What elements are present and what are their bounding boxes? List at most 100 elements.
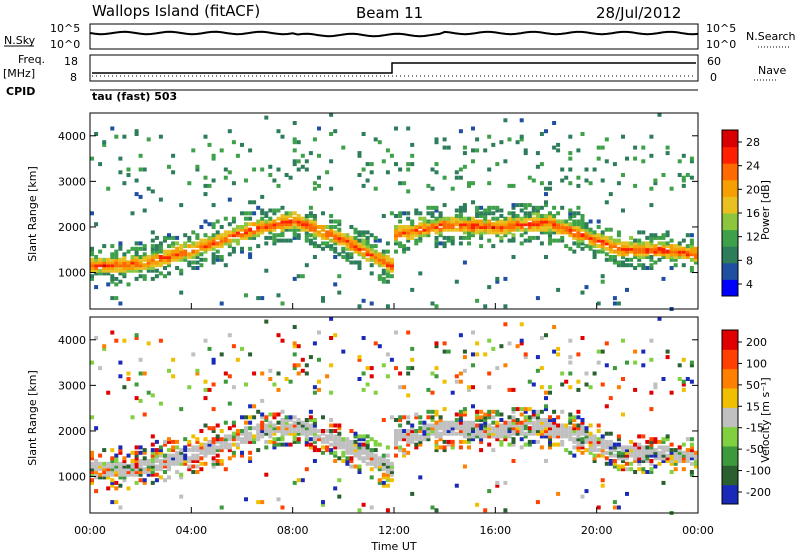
power-cell — [580, 290, 585, 295]
velocity-cell — [349, 450, 354, 455]
velocity-cell — [146, 470, 151, 474]
velocity-cell — [223, 439, 228, 444]
power-cell — [604, 241, 609, 246]
velocity-cell — [438, 426, 443, 431]
power-cell — [608, 192, 613, 197]
x-tick-label: 16:00 — [479, 524, 511, 537]
velocity-cell — [580, 418, 585, 422]
velocity-cell — [426, 415, 431, 420]
power-cell — [693, 252, 698, 257]
velocity-cell — [337, 445, 342, 450]
velocity-cell — [434, 429, 439, 433]
freq-tick-high: 18 — [64, 55, 78, 68]
power-cell — [385, 266, 390, 270]
power-cell — [414, 208, 419, 213]
power-cell — [442, 175, 447, 180]
velocity-cell — [138, 398, 143, 403]
power-cell — [629, 244, 634, 249]
velocity-cell — [556, 423, 561, 428]
power-cell — [527, 235, 532, 240]
power-cell — [377, 252, 382, 257]
velocity-cell — [317, 357, 321, 362]
velocity-cell — [641, 448, 646, 453]
power-cell — [142, 263, 147, 268]
velocity-cell — [171, 453, 176, 458]
velocity-cell — [163, 456, 167, 461]
power-cell — [503, 233, 508, 238]
power-cell — [531, 211, 536, 216]
velocity-cell — [564, 434, 569, 439]
power-cell — [321, 241, 325, 246]
velocity-cell — [633, 450, 638, 455]
velocity-cell — [483, 412, 488, 417]
velocity-cell — [203, 338, 208, 343]
power-cell — [308, 222, 313, 227]
power-cell — [588, 235, 593, 240]
velocity-cell — [495, 366, 500, 371]
velocity-cell — [154, 459, 159, 463]
velocity-cell — [499, 426, 504, 431]
power-cell — [471, 219, 475, 224]
freq-tick-low: 8 — [70, 71, 77, 84]
velocity-cell — [458, 371, 463, 376]
power-cell — [499, 140, 504, 145]
power-cell — [450, 241, 455, 246]
velocity-cell — [296, 478, 301, 483]
velocity-cell — [406, 393, 411, 398]
velocity-cell — [134, 472, 139, 477]
velocity-cell — [211, 456, 216, 461]
velocity-cell — [560, 409, 565, 414]
power-cell — [633, 252, 638, 257]
velocity-cell — [325, 448, 330, 453]
velocity-cell — [434, 420, 439, 425]
velocity-cell — [693, 459, 698, 463]
power-cell — [325, 170, 330, 175]
velocity-cell — [523, 431, 528, 436]
power-cell — [118, 260, 123, 265]
power-cell — [227, 230, 232, 235]
velocity-cell — [195, 459, 200, 463]
power-cell — [458, 129, 463, 134]
velocity-cell — [211, 360, 216, 365]
power-cell — [414, 211, 419, 216]
velocity-cell — [531, 420, 536, 425]
velocity-cell — [462, 368, 467, 373]
velocity-cell — [312, 439, 317, 444]
velocity-cell — [158, 461, 163, 466]
velocity-cell — [592, 439, 597, 444]
power-cell — [523, 211, 528, 216]
power-cell — [665, 252, 670, 257]
velocity-cell — [138, 478, 143, 483]
power-cell — [402, 211, 407, 216]
power-cell — [479, 225, 484, 229]
velocity-cell — [681, 442, 686, 447]
power-cell — [349, 255, 354, 259]
velocity-cell — [544, 404, 548, 409]
velocity-cell — [219, 461, 224, 466]
power-cell — [442, 137, 447, 142]
power-cell — [264, 235, 269, 240]
power-cell — [252, 200, 257, 205]
power-cell — [264, 222, 269, 227]
power-colorbar-segment — [722, 246, 738, 264]
velocity-cell — [329, 431, 334, 436]
velocity-cell — [673, 459, 678, 463]
velocity-cell — [150, 456, 155, 461]
power-cell — [430, 167, 435, 172]
power-cell — [353, 244, 358, 249]
velocity-cell — [677, 445, 682, 450]
power-cell — [604, 238, 609, 243]
power-cell — [499, 227, 504, 232]
velocity-colorbar-frame — [721, 329, 739, 505]
velocity-cell — [260, 371, 265, 376]
velocity-cell — [296, 423, 301, 428]
power-cell — [491, 244, 496, 249]
power-cell — [175, 241, 180, 246]
power-cell — [511, 238, 516, 243]
power-cell — [637, 249, 642, 254]
velocity-cell — [321, 431, 325, 436]
power-cell — [146, 257, 151, 262]
velocity-cell — [167, 453, 171, 458]
velocity-cell — [661, 448, 666, 453]
